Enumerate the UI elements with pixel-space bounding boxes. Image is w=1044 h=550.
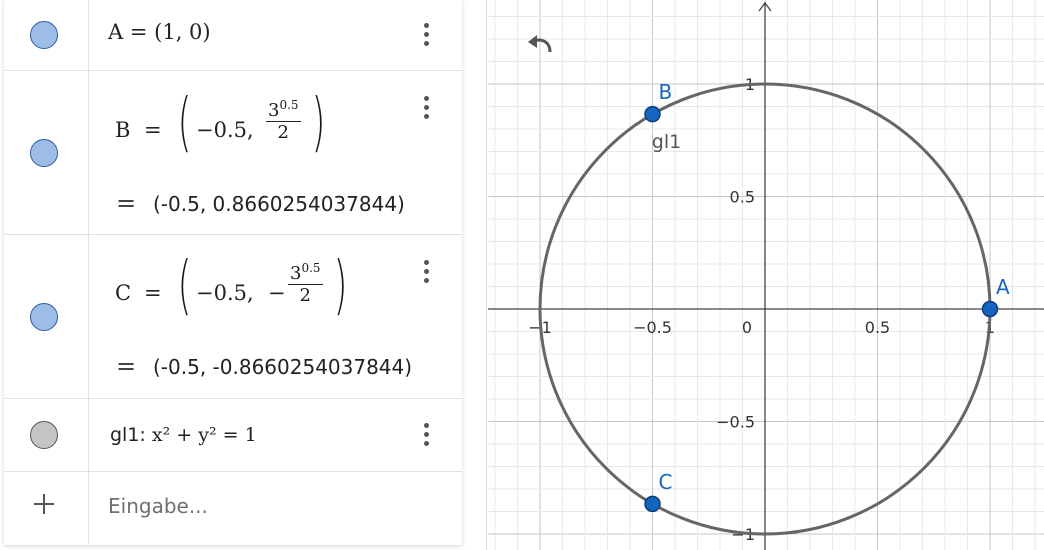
undo-icon[interactable] <box>524 32 558 58</box>
left-paren: ( <box>177 86 192 160</box>
x-coordinate-b: −0.5, <box>196 118 254 142</box>
numerator-exponent: 0.5 <box>301 261 321 275</box>
y-tick-label: 0.5 <box>730 188 755 207</box>
fraction-denominator: 2 <box>299 285 311 306</box>
row-gutter <box>4 71 89 234</box>
more-vert-icon[interactable] <box>423 422 431 448</box>
equals-sign: = <box>144 118 162 142</box>
numerator-exponent: 0.5 <box>279 98 299 112</box>
left-paren: ( <box>177 249 192 323</box>
algebra-row-a[interactable]: A = (1, 0) <box>4 0 462 71</box>
result-c: (-0.5, -0.8660254037844) <box>153 355 413 379</box>
right-paren: ) <box>333 249 348 323</box>
visibility-toggle-icon[interactable] <box>30 139 58 167</box>
numerator-base: 3 <box>268 100 280 121</box>
result-equals-sign: = <box>116 189 137 217</box>
fraction-b: 30.5 2 <box>266 98 301 143</box>
numerator-base: 3 <box>290 263 302 284</box>
algebra-row-b[interactable]: B = ( −0.5, 30.5 2 ) = (-0.5, 0.86602540… <box>4 71 462 235</box>
fraction-numerator: 30.5 <box>266 98 301 122</box>
graphics-view[interactable]: −1 −0.5 0 0.5 1 1 0.5 −0.5 −1 gl1 A B C <box>488 0 1044 550</box>
result-equals-sign: = <box>116 352 137 380</box>
x-tick-label: 0.5 <box>865 318 890 337</box>
visibility-toggle-icon[interactable] <box>30 21 58 49</box>
x-tick-label: −0.5 <box>633 318 672 337</box>
algebra-input-row[interactable]: Eingabe... <box>4 472 462 545</box>
row-gutter <box>4 235 89 398</box>
row-gutter <box>4 472 89 545</box>
input-bar[interactable]: Eingabe... <box>108 494 208 518</box>
definition-gl1[interactable]: gl1: x² + y² = 1 <box>110 424 257 446</box>
label-b: B <box>115 118 131 142</box>
label-gl1: gl1: <box>110 424 146 446</box>
row-gutter <box>4 399 89 471</box>
y-tick-label: −0.5 <box>716 413 755 432</box>
right-paren: ) <box>311 86 326 160</box>
y-axis-arrow <box>758 1 772 12</box>
fraction-denominator: 2 <box>277 122 289 143</box>
plus-icon[interactable] <box>32 492 56 516</box>
more-vert-icon[interactable] <box>423 259 431 285</box>
more-vert-icon[interactable] <box>423 22 431 48</box>
point-label-a: A <box>996 275 1010 299</box>
algebra-row-c[interactable]: C = ( −0.5, − 30.5 2 ) = (-0.5, -0.86602… <box>4 235 462 399</box>
curve-label-gl1: gl1 <box>652 131 681 153</box>
point-label-c: C <box>659 470 673 494</box>
x-coordinate-c: −0.5, <box>196 281 254 305</box>
point-a[interactable] <box>981 300 999 318</box>
minus-sign: − <box>268 281 286 305</box>
equals-sign: = <box>144 281 162 305</box>
more-vert-icon[interactable] <box>423 95 431 121</box>
point-label-b: B <box>659 80 673 104</box>
point-c[interactable] <box>644 495 661 513</box>
algebra-view: A = (1, 0) B = ( −0.5, 30.5 2 ) = (-0.5,… <box>0 0 487 550</box>
visibility-toggle-icon[interactable] <box>30 303 58 331</box>
algebra-list: A = (1, 0) B = ( −0.5, 30.5 2 ) = (-0.5,… <box>4 0 462 545</box>
label-c: C <box>115 281 132 305</box>
equals-sign: = <box>129 20 148 44</box>
label-a: A <box>108 20 124 44</box>
equation-gl1: x² + y² = 1 <box>151 424 257 446</box>
definition-a[interactable]: A = (1, 0) <box>108 20 211 44</box>
fraction-c: 30.5 2 <box>288 261 323 306</box>
algebra-row-gl1[interactable]: gl1: x² + y² = 1 <box>4 399 462 472</box>
point-b[interactable] <box>644 105 661 123</box>
y-tick-label: −1 <box>731 525 755 544</box>
value-a: (1, 0) <box>154 20 211 44</box>
visibility-toggle-icon[interactable] <box>30 421 58 449</box>
row-gutter <box>4 0 89 70</box>
fraction-numerator: 30.5 <box>288 261 323 285</box>
x-tick-label: 0 <box>742 318 752 337</box>
result-b: (-0.5, 0.8660254037844) <box>153 192 405 216</box>
